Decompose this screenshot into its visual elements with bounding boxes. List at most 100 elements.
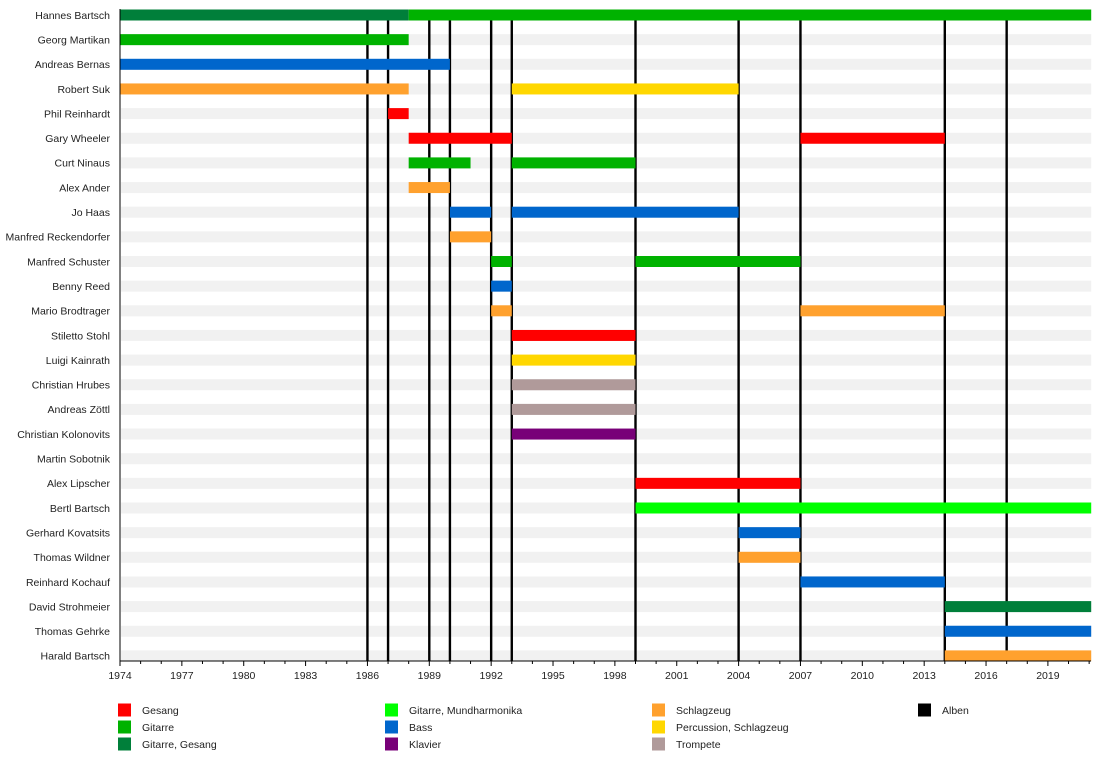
- member-bar: [388, 108, 409, 120]
- member-bar: [491, 256, 512, 267]
- member-bar: [635, 256, 801, 267]
- row-stripe: [121, 108, 1092, 120]
- row-stripe: [121, 453, 1092, 465]
- member-bar: [800, 132, 945, 144]
- legend-label: Trompete: [676, 739, 721, 751]
- x-tick-label: 1977: [170, 670, 194, 682]
- x-tick-label: 2013: [913, 670, 937, 682]
- row-stripe: [121, 182, 1092, 194]
- row-stripe: [121, 132, 1092, 144]
- legend-label: Percussion, Schlagzeug: [676, 722, 789, 734]
- row-stripe: [121, 601, 1092, 613]
- row-stripe: [121, 650, 1092, 662]
- member-bar: [408, 157, 471, 169]
- member-bar: [738, 527, 801, 539]
- member-bar: [511, 354, 636, 366]
- member-bar: [944, 650, 1092, 662]
- x-tick-label: 1992: [479, 670, 503, 682]
- member-label: Robert Suk: [57, 84, 110, 96]
- member-bar: [491, 305, 512, 317]
- member-label: Bertl Bartsch: [50, 503, 110, 515]
- member-bar: [449, 231, 492, 243]
- x-tick-label: 2019: [1036, 670, 1060, 682]
- member-bar: [511, 157, 636, 169]
- legend-label: Alben: [942, 705, 969, 717]
- row-stripe: [121, 256, 1092, 267]
- x-tick-label: 1980: [232, 670, 256, 682]
- member-bar: [944, 625, 1092, 637]
- x-tick-label: 2007: [789, 670, 813, 682]
- member-bar: [120, 58, 450, 70]
- member-bar: [408, 132, 512, 144]
- x-tick-label: 1974: [108, 670, 132, 682]
- member-bar: [408, 9, 1092, 21]
- axes: [119, 9, 1091, 662]
- x-tick-label: 1983: [294, 670, 318, 682]
- legend-swatch: [652, 703, 665, 717]
- member-label: Mario Brodtrager: [31, 306, 110, 318]
- row-stripe: [121, 502, 1092, 514]
- member-bar: [800, 576, 945, 588]
- member-label: Gary Wheeler: [45, 133, 110, 145]
- legend-swatch: [118, 737, 131, 751]
- x-tick-label: 1989: [418, 670, 442, 682]
- row-stripe: [121, 477, 1092, 489]
- member-label: Christian Hrubes: [32, 380, 110, 392]
- member-bars: [120, 9, 1092, 662]
- member-label: Hannes Bartsch: [35, 10, 110, 22]
- member-label: Manfred Reckendorfer: [6, 232, 111, 244]
- legend-swatch: [118, 703, 131, 717]
- member-bar: [408, 182, 450, 194]
- legend-label: Bass: [409, 722, 432, 734]
- member-label: David Strohmeier: [29, 601, 111, 613]
- member-bar: [120, 9, 409, 21]
- x-tick-label: 2001: [665, 670, 689, 682]
- member-label: Christian Kolonovits: [17, 429, 110, 441]
- legend-swatch: [652, 737, 665, 751]
- member-label: Curt Ninaus: [55, 158, 110, 170]
- row-stripe: [121, 551, 1092, 563]
- legend-label: Schlagzeug: [676, 705, 731, 717]
- legend-label: Gitarre: [142, 722, 174, 734]
- member-bar: [511, 329, 636, 341]
- member-label: Benny Reed: [52, 281, 110, 293]
- member-bar: [511, 83, 739, 95]
- member-label: Andreas Bernas: [35, 59, 110, 71]
- row-stripe: [121, 527, 1092, 539]
- legend-swatch: [918, 703, 931, 717]
- member-label: Andreas Zöttl: [48, 404, 110, 416]
- member-bar: [120, 34, 409, 46]
- legend-swatch: [118, 720, 131, 734]
- x-tick-label: 1986: [356, 670, 380, 682]
- row-stripe: [121, 231, 1092, 243]
- row-stripe: [121, 625, 1092, 637]
- legend-label: Gitarre, Gesang: [142, 739, 217, 751]
- member-label: Stiletto Stohl: [51, 330, 110, 342]
- member-bar: [738, 551, 801, 563]
- member-bar: [511, 428, 636, 440]
- member-labels: Hannes Bartsch Georg Martikan Andreas Bern…: [6, 10, 111, 663]
- member-label: Thomas Gehrke: [35, 626, 110, 638]
- legend-label: Gitarre, Mundharmonika: [409, 705, 522, 717]
- member-bar: [635, 477, 801, 489]
- member-bar: [491, 280, 512, 292]
- member-label: Reinhard Kochauf: [26, 577, 110, 589]
- legend: Gesang Gitarre Gitarre, Gesang Gitarre, Mun…: [118, 703, 969, 751]
- legend-swatch: [385, 737, 398, 751]
- member-label: Martin Sobotnik: [37, 454, 111, 466]
- member-bar: [449, 206, 492, 218]
- legend-label: Klavier: [409, 739, 442, 751]
- member-label: Manfred Schuster: [27, 256, 110, 268]
- member-bar: [511, 379, 636, 391]
- member-label: Thomas Wildner: [34, 552, 111, 564]
- legend-label: Gesang: [142, 705, 179, 717]
- member-bar: [120, 83, 409, 95]
- x-axis-ticks: 1974 1977 1980 1983 1986 1989 1992 1995 1998 2001…: [108, 661, 1090, 682]
- member-label: Gerhard Kovatsits: [26, 527, 110, 539]
- member-label: Jo Haas: [71, 207, 110, 219]
- member-bar: [635, 502, 1092, 514]
- row-stripe: [121, 305, 1092, 317]
- legend-swatch: [385, 703, 398, 717]
- member-label: Harald Bartsch: [41, 651, 111, 663]
